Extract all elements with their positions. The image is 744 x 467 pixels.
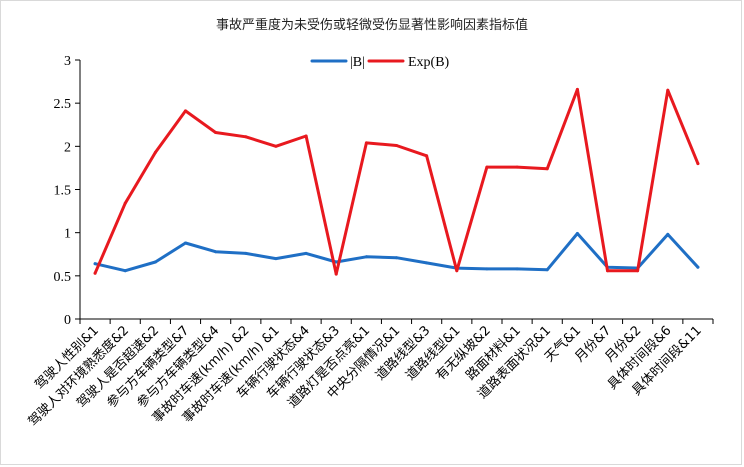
legend-label-expb: Exp(B) [408,55,450,70]
data-point [515,165,519,169]
series-lines [93,87,700,276]
data-point [606,269,609,273]
data-point [153,150,157,154]
data-point [515,267,519,271]
data-point [636,269,640,273]
data-point [184,241,187,245]
data-point [214,131,218,134]
data-point [666,232,670,236]
chart-title: 事故严重度为未受伤或轻微受伤显著性影响因素指标值 [216,17,528,33]
data-point [425,154,429,158]
y-tick-label: 3 [64,54,71,69]
data-point [485,267,489,271]
data-point [455,269,459,273]
data-point [334,260,338,264]
data-point [184,109,187,113]
y-tick-label: 0.5 [54,270,72,285]
y-tick-labels: 0 0.5 1 1.5 2 2.5 3 [54,54,72,328]
data-point [93,271,97,275]
data-point [666,88,670,92]
y-tick-label: 1 [64,227,71,242]
data-point [425,261,429,265]
data-point [364,141,368,145]
y-tick-label: 2 [64,140,71,155]
y-tick-label: 1.5 [54,184,72,199]
data-point [696,162,700,166]
legend: |B| Exp(B) [310,55,450,70]
data-point [304,251,308,255]
axes [75,59,714,324]
data-point [304,134,308,138]
data-point [123,201,127,205]
data-point [575,232,579,235]
data-point [395,144,398,147]
data-point [334,272,338,276]
data-point [123,269,127,273]
data-point [244,135,248,139]
data-point [93,262,97,266]
data-point [696,265,700,269]
data-point [214,250,218,254]
data-point [545,167,549,171]
legend-label-b: |B| [350,55,365,70]
x-tick-labels: 驾驶人性别&1驾驶人对环境熟悉度&2驾驶人是否超速&2参与方车辆类型&7参与方车… [25,323,705,430]
data-point [545,268,549,272]
data-point [274,144,278,148]
data-point [364,255,368,259]
data-point [274,257,278,261]
data-point [395,256,398,260]
data-point [244,251,248,255]
series-line-1 [93,87,700,276]
data-point [153,260,157,264]
y-tick-label: 2.5 [54,97,72,112]
data-point [575,87,579,91]
data-point [485,165,489,169]
y-tick-label: 0 [64,313,71,328]
